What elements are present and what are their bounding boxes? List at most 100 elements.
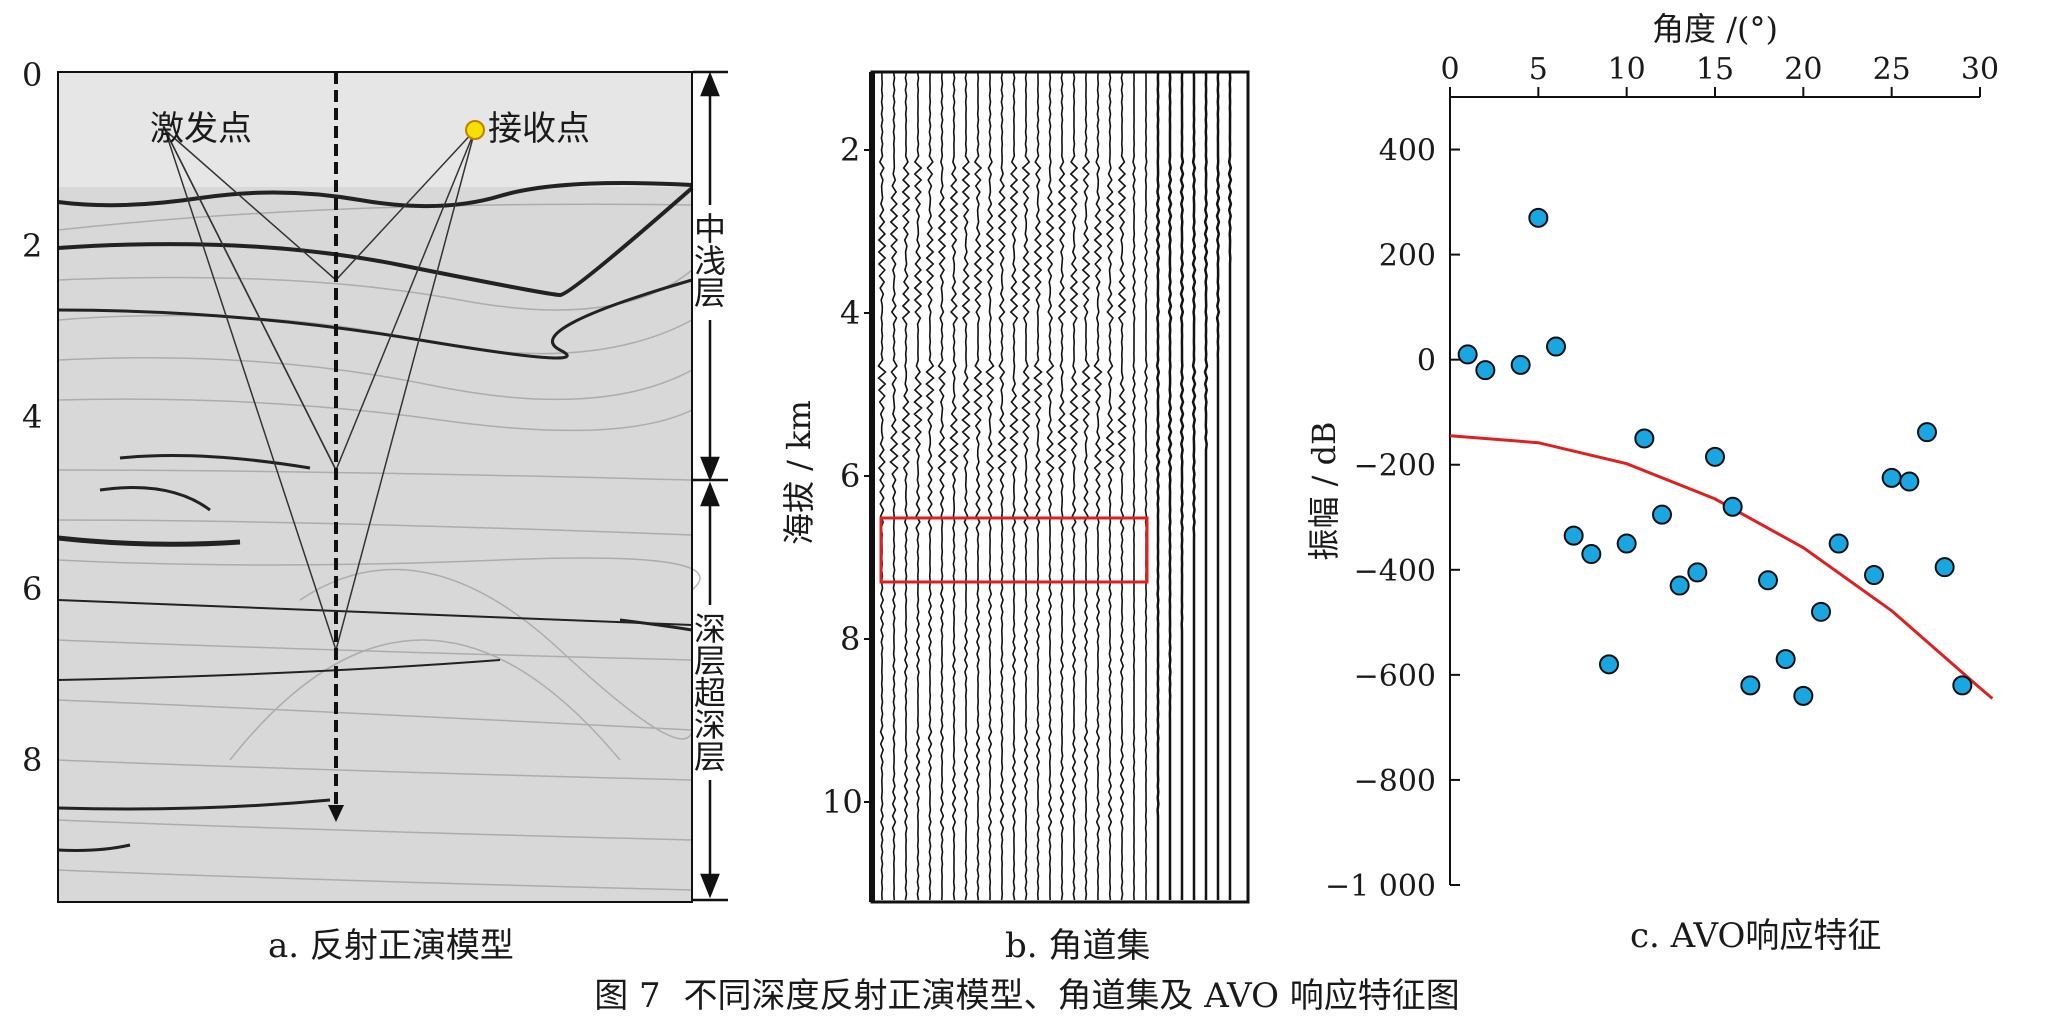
gather-trace	[973, 71, 983, 901]
trend-line	[1449, 434, 1994, 700]
data-point	[1599, 654, 1619, 675]
x-tick-label: 5	[1529, 52, 1548, 87]
tick-label: 6	[840, 457, 860, 495]
data-point	[1669, 575, 1690, 596]
panel-a-caption: a. 反射正演模型	[268, 926, 514, 966]
gather-trace	[1021, 71, 1031, 901]
data-point	[1934, 557, 1955, 578]
gather-trace	[877, 71, 887, 901]
gather-trace	[1155, 70, 1161, 900]
gather-trace	[949, 71, 959, 901]
forward-model-figure: 0 2 4 6 8 激发点 接收点	[22, 56, 728, 903]
x-tick-label: 20	[1784, 52, 1822, 87]
tick-label: 8	[840, 620, 860, 658]
gather-traces	[877, 70, 1233, 901]
data-point	[1510, 354, 1531, 375]
y-tick-label: −600	[1354, 659, 1436, 694]
data-point	[1581, 544, 1602, 565]
panel-a-forward-model: 0 2 4 6 8 激发点 接收点 中浅层 深层超深层 a. 反射正演模型	[0, 0, 780, 966]
data-point	[1705, 446, 1725, 467]
gather-trace	[913, 71, 923, 901]
tick-label: 2	[840, 131, 860, 169]
gather-trace	[1132, 71, 1136, 901]
y-tick-label: −400	[1354, 554, 1436, 589]
data-point	[1811, 601, 1831, 622]
y-tick-label: 0	[1417, 344, 1436, 379]
figure-caption: 图 7 不同深度反射正演模型、角道集及 AVO 响应特征图	[0, 968, 2054, 1017]
data-point	[1793, 685, 1814, 706]
gather-trace	[1069, 71, 1079, 901]
panel-b-angle-gather: 2 4 6 8 10 海拔 / km b. 角道集	[780, 0, 1280, 966]
data-point	[1457, 344, 1478, 365]
gather-trace	[1081, 71, 1091, 901]
gather-trace	[1033, 71, 1043, 901]
data-point	[1687, 562, 1708, 583]
x-tick-label: 15	[1696, 52, 1734, 87]
x-axis-label: 角度 /(°)	[1652, 10, 1778, 48]
panel-b-caption: b. 角道集	[1005, 926, 1151, 966]
tick-label: 8	[22, 741, 42, 779]
deep-layer-label: 深层超深层	[689, 612, 727, 772]
gather-trace	[925, 71, 935, 901]
figure-title: 不同深度反射正演模型、角道集及 AVO 响应特征图	[683, 976, 1460, 1016]
data-point	[1864, 565, 1884, 586]
x-tick-label: 25	[1873, 52, 1911, 87]
tick-label: 4	[22, 398, 42, 436]
gather-area	[872, 72, 1248, 902]
data-point	[1546, 336, 1566, 357]
x-tick-label: 10	[1608, 52, 1646, 87]
gather-trace	[1203, 71, 1209, 900]
gather-trace	[961, 71, 971, 901]
gather-trace	[1057, 71, 1067, 901]
shallow-layer-label: 中浅层	[689, 212, 727, 308]
data-point	[1758, 570, 1778, 591]
gather-trace	[1144, 72, 1148, 901]
y-tick-label: 400	[1379, 134, 1436, 169]
data-point	[1634, 428, 1655, 449]
tick-label: 10	[822, 783, 863, 821]
data-point	[1899, 471, 1920, 492]
data-point	[1616, 533, 1637, 554]
gather-trace	[1117, 71, 1127, 901]
y-tick-label: −800	[1354, 764, 1436, 799]
tick-label: 6	[22, 570, 42, 608]
layer-bracket	[693, 70, 728, 902]
data-point	[1722, 496, 1743, 517]
tick-label: 4	[840, 294, 860, 332]
x-tick-label: 30	[1961, 52, 1999, 87]
data-point	[1775, 649, 1796, 670]
y-axis-label: 振幅 / dB	[1305, 421, 1343, 560]
gather-trace	[1179, 70, 1185, 900]
data-point	[1563, 525, 1584, 546]
gather-trace	[937, 71, 947, 901]
gather-trace	[1215, 70, 1221, 900]
gather-trace	[1045, 71, 1055, 901]
y-tick-label: −1 000	[1325, 869, 1436, 904]
angle-gather-figure: 2 4 6 8 10 海拔 / km	[780, 70, 1250, 904]
highlight-box	[879, 516, 1149, 584]
tick-label: 2	[22, 227, 42, 265]
data-point	[1881, 467, 1902, 488]
gather-trace	[1105, 71, 1115, 901]
source-label: 激发点	[150, 109, 252, 149]
panel-c-caption: c. AVO响应特征	[1630, 916, 1882, 956]
y-tick-label: 200	[1379, 239, 1436, 274]
data-point	[1952, 675, 1973, 696]
tick-label: 0	[22, 56, 42, 94]
data-point	[1475, 360, 1496, 381]
data-point	[1528, 207, 1549, 228]
data-point	[1917, 422, 1937, 443]
gather-trace	[985, 71, 995, 901]
gather-trace	[1009, 71, 1019, 901]
panel-a-y-ticks: 0 2 4 6 8	[22, 56, 42, 779]
gather-trace	[889, 71, 899, 901]
receiver-label: 接收点	[488, 109, 590, 149]
figure-number: 图 7	[594, 976, 661, 1016]
y-axis-label: 海拔 / km	[780, 400, 818, 545]
avo-chart: 0 5 10 15 20 25 30 400 200 0 −200 −400 −600 −800 −1 00…	[1305, 10, 1999, 904]
gather-trace	[1227, 70, 1233, 900]
gather-trace	[997, 71, 1007, 901]
gather-trace	[1191, 70, 1197, 900]
panel-c-avo-chart: 0 5 10 15 20 25 30 400 200 0 −200 −400 −600 −800 −1 00…	[1280, 0, 2054, 960]
gather-trace	[1093, 71, 1103, 901]
